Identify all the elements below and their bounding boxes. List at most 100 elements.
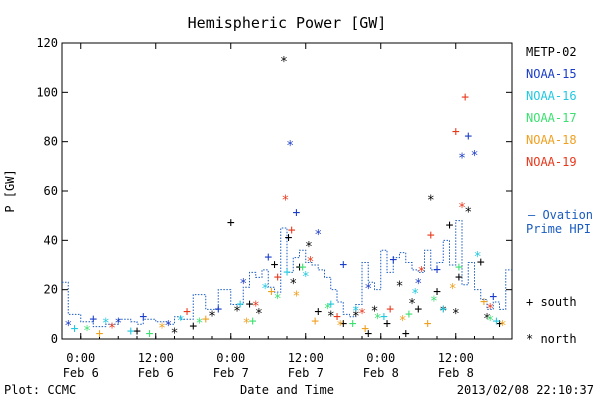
data-point-metp-02-south: + bbox=[189, 319, 197, 334]
data-point-noaa-16-north: * bbox=[261, 282, 269, 297]
data-point-metp-02-south: + bbox=[314, 304, 322, 319]
chart-title: Hemispheric Power [GW] bbox=[188, 14, 387, 32]
north-marker-legend: * north bbox=[526, 332, 577, 346]
x-tick-label-time: 0:00 bbox=[216, 351, 245, 365]
x-tick-label-time: 0:00 bbox=[66, 351, 95, 365]
x-tick-label-date: Feb 8 bbox=[363, 366, 399, 380]
data-point-noaa-15-south: + bbox=[214, 302, 222, 317]
data-point-noaa-18-south: + bbox=[96, 327, 104, 342]
x-tick-label-date: Feb 7 bbox=[288, 366, 324, 380]
data-point-metp-02-south: + bbox=[246, 297, 254, 312]
data-point-metp-02-north: * bbox=[408, 297, 416, 312]
data-point-noaa-19-south: + bbox=[274, 270, 282, 285]
data-point-noaa-19-north: * bbox=[282, 193, 290, 208]
data-point-metp-02-north: * bbox=[439, 304, 447, 319]
data-point-metp-02-north: * bbox=[233, 304, 241, 319]
data-point-noaa-19-north: * bbox=[458, 201, 466, 216]
data-point-noaa-17-south: + bbox=[146, 327, 154, 342]
satellite-points: + * +*+* +*+*+*+*+ * + *+*+*+*+*+*+*+*+* +* + * +*… bbox=[64, 55, 506, 341]
data-point-noaa-17-south: + bbox=[299, 260, 307, 275]
data-point-metp-02-south: + bbox=[433, 285, 441, 300]
data-point-noaa-15-north: * bbox=[364, 282, 372, 297]
data-point-noaa-16-north: * bbox=[352, 304, 360, 319]
data-point-noaa-18-north: * bbox=[499, 319, 507, 334]
x-tick-label-time: 12:00 bbox=[438, 351, 474, 365]
data-point-noaa-16-south: + bbox=[236, 297, 244, 312]
data-point-metp-02-south: + bbox=[383, 317, 391, 332]
data-point-noaa-18-south: + bbox=[311, 314, 319, 329]
data-point-noaa-15-north: * bbox=[114, 317, 122, 332]
data-point-noaa-17-north: * bbox=[430, 295, 438, 310]
x-tick-label-date: Feb 7 bbox=[213, 366, 249, 380]
data-point-noaa-15-north: * bbox=[286, 139, 294, 154]
y-tick-label: 40 bbox=[44, 233, 58, 247]
data-point-metp-02-north: * bbox=[327, 309, 335, 324]
legend-item-noaa-16: NOAA-16 bbox=[526, 89, 577, 103]
legend-item-noaa-19: NOAA-19 bbox=[526, 155, 577, 169]
south-marker-legend: + south bbox=[526, 295, 577, 309]
data-point-metp-02-north: * bbox=[427, 193, 435, 208]
data-point-noaa-19-north: * bbox=[108, 322, 116, 337]
data-point-noaa-15-north: * bbox=[471, 149, 479, 164]
y-axis: 0 20 40 60 80 100 120 bbox=[36, 36, 512, 346]
data-point-metp-02-south: + bbox=[296, 260, 304, 275]
data-point-noaa-18-south: + bbox=[480, 295, 488, 310]
data-point-noaa-18-north: * bbox=[158, 322, 166, 337]
data-point-noaa-19-north: * bbox=[307, 255, 315, 270]
y-tick-label: 120 bbox=[36, 36, 58, 50]
data-point-metp-02-south: + bbox=[364, 327, 372, 342]
data-point-noaa-19-north: * bbox=[486, 302, 494, 317]
data-point-metp-02-north: * bbox=[171, 327, 179, 342]
data-point-metp-02-north: * bbox=[483, 312, 491, 327]
data-point-noaa-16-south: + bbox=[327, 297, 335, 312]
data-point-noaa-15-south: + bbox=[489, 290, 497, 305]
data-point-metp-02-south: + bbox=[496, 317, 504, 332]
y-tick-label: 80 bbox=[44, 135, 58, 149]
data-point-metp-02-north: * bbox=[280, 55, 288, 70]
data-point-noaa-16-south: + bbox=[283, 265, 291, 280]
ovation-hpi-line bbox=[62, 220, 512, 328]
data-point-metp-02-north: * bbox=[452, 307, 460, 322]
data-point-noaa-16-south: + bbox=[439, 302, 447, 317]
data-point-noaa-15-north: * bbox=[458, 151, 466, 166]
data-point-noaa-15-south: + bbox=[339, 258, 347, 273]
data-point-noaa-18-north: * bbox=[336, 319, 344, 334]
y-tick-label: 100 bbox=[36, 85, 58, 99]
data-point-noaa-19-north: * bbox=[252, 299, 260, 314]
data-point-noaa-19-south: + bbox=[288, 223, 296, 238]
data-point-metp-02-south: + bbox=[455, 270, 463, 285]
data-point-metp-02-south: + bbox=[339, 317, 347, 332]
data-point-noaa-16-south: + bbox=[71, 322, 79, 337]
y-tick-label: 0 bbox=[51, 332, 58, 346]
data-point-noaa-19-north: * bbox=[417, 265, 425, 280]
y-tick-label: 60 bbox=[44, 184, 58, 198]
legend: METP-02 NOAA-15 NOAA-16 NOAA-17 NOAA-18 NOAA-… bbox=[526, 45, 577, 169]
data-point-noaa-17-north: * bbox=[196, 317, 204, 332]
data-point-metp-02-north: * bbox=[352, 309, 360, 324]
data-point-metp-02-north: * bbox=[289, 277, 297, 292]
data-point-noaa-19-south: + bbox=[461, 90, 469, 105]
data-point-noaa-15-north: * bbox=[239, 277, 247, 292]
data-point-noaa-17-south: + bbox=[349, 317, 357, 332]
ovation-legend-line1: — Ovation bbox=[528, 208, 593, 222]
x-tick-label-date: Feb 8 bbox=[438, 366, 474, 380]
x-axis-label: Date and Time bbox=[240, 383, 334, 397]
footer-plot-source: Plot: CCMC bbox=[4, 383, 76, 397]
data-point-noaa-16-north: * bbox=[102, 317, 110, 332]
data-point-noaa-18-south: + bbox=[202, 312, 210, 327]
data-point-noaa-15-south: + bbox=[292, 206, 300, 221]
data-point-noaa-15-south: + bbox=[139, 309, 147, 324]
plot-frame bbox=[61, 42, 513, 340]
data-point-noaa-18-north: * bbox=[449, 282, 457, 297]
data-point-noaa-16-north: * bbox=[474, 250, 482, 265]
data-point-metp-02-south: + bbox=[133, 324, 141, 339]
data-point-noaa-18-south: + bbox=[361, 322, 369, 337]
x-tick-label-time: 0:00 bbox=[366, 351, 395, 365]
data-point-noaa-15-south: + bbox=[389, 253, 397, 268]
data-point-noaa-16-north: * bbox=[177, 314, 185, 329]
ovation-legend-line2: Prime HPI bbox=[526, 222, 591, 236]
footer-timestamp: 2013/02/08 22:10:37 bbox=[457, 383, 594, 397]
data-point-noaa-15-north: * bbox=[414, 277, 422, 292]
data-point-metp-02-south: + bbox=[227, 216, 235, 231]
